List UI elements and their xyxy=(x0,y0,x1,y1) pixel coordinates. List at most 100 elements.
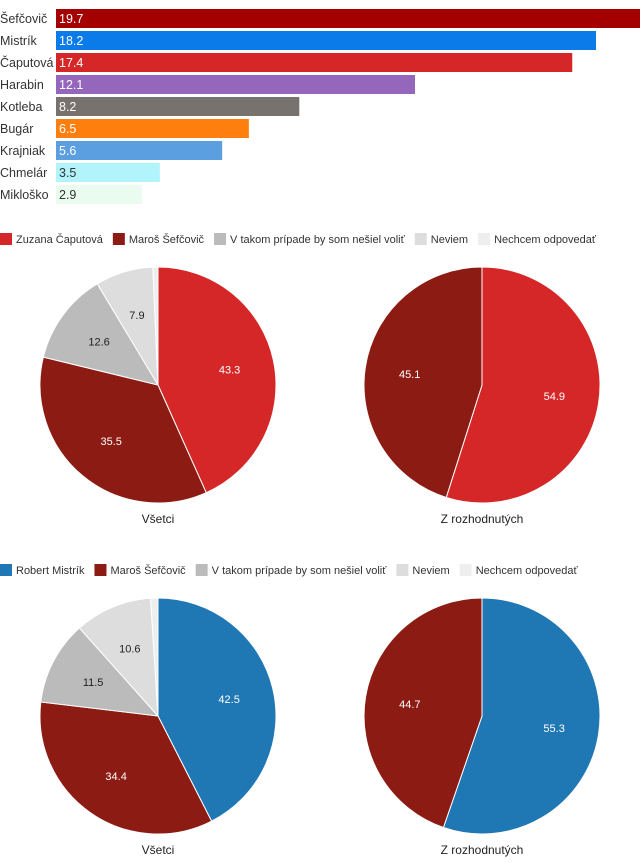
bar xyxy=(56,185,143,204)
legend-item: Zuzana Čaputová xyxy=(0,233,104,246)
bar-group: Harabin 12.1 xyxy=(0,75,416,94)
pie-slice xyxy=(445,266,601,504)
legend-item: V takom prípade by som nešiel voliť xyxy=(214,233,406,246)
pie-title: Z rozhodnutých xyxy=(441,512,524,526)
pie-title: Všetci xyxy=(142,843,175,857)
legend-label: V takom prípade by som nešiel voliť xyxy=(212,565,388,577)
pie: 42.5 34.4 11.5 10.6 Všetci xyxy=(39,597,277,857)
bar xyxy=(56,9,640,28)
pie: 54.9 45.1 Z rozhodnutých xyxy=(363,266,601,526)
bar-value-label: 17.4 xyxy=(59,56,83,70)
pie-slice-label: 45.1 xyxy=(399,369,420,381)
bar-value-label: 19.7 xyxy=(59,12,83,26)
legend-label: Neviem xyxy=(431,234,468,246)
legend-swatch xyxy=(478,233,491,245)
bar-category-label: Čaputová xyxy=(0,55,54,70)
bar-value-label: 8.2 xyxy=(59,100,76,114)
legend-label: Nechcem odpovedať xyxy=(476,565,579,577)
pie-slice-label: 54.9 xyxy=(544,391,565,403)
bar-group: Kotleba 8.2 xyxy=(0,97,300,116)
bar-value-label: 12.1 xyxy=(59,78,83,92)
bar-category-label: Mistrík xyxy=(0,34,38,48)
legend-label: Neviem xyxy=(412,565,449,577)
bar-value-label: 18.2 xyxy=(59,34,83,48)
legend-label: Nechcem odpovedať xyxy=(494,234,597,246)
pie-slice-label: 34.4 xyxy=(105,771,126,783)
bar-value-label: 3.5 xyxy=(59,166,76,180)
legend-label: Maroš Šefčovič xyxy=(129,233,205,246)
pie-slice xyxy=(442,597,601,835)
legend-label: V takom prípade by som nešiel voliť xyxy=(230,234,406,246)
pie-slice xyxy=(40,627,160,717)
bar xyxy=(56,53,573,72)
pie-slice xyxy=(152,266,159,386)
legend: Robert Mistrík Maroš Šefčovič V takom príp… xyxy=(0,564,579,577)
pie-slice xyxy=(39,356,207,504)
pie-slice xyxy=(42,283,160,386)
pie-title: Všetci xyxy=(142,512,175,526)
pie-slice-label: 43.3 xyxy=(219,365,240,377)
legend-item: Neviem xyxy=(396,564,450,577)
legend-swatch xyxy=(214,233,227,245)
bar xyxy=(56,141,223,160)
legend-swatch xyxy=(112,233,125,245)
pie-slice xyxy=(150,597,159,717)
bar-group: Chmelár 3.5 xyxy=(0,163,160,182)
bar-group: Mikloško 2.9 xyxy=(0,185,143,204)
pie-slice-label: 42.5 xyxy=(218,694,239,706)
bar-category-label: Kotleba xyxy=(0,100,42,114)
bar-category-label: Chmelár xyxy=(0,166,47,180)
bar xyxy=(56,163,160,182)
pie-slice-label: 10.6 xyxy=(119,643,140,655)
bar-group: Šefčovič 19.7 xyxy=(0,9,640,28)
legend: Zuzana Čaputová Maroš Šefčovič V takom prí… xyxy=(0,233,597,246)
bar-group: Čaputová 17.4 xyxy=(0,53,573,72)
legend-label: Maroš Šefčovič xyxy=(110,564,186,577)
bar-category-label: Bugár xyxy=(0,122,33,136)
legend-item: Maroš Šefčovič xyxy=(94,564,186,577)
pie-title: Z rozhodnutých xyxy=(441,843,524,857)
pie-slice xyxy=(157,597,277,822)
pie: 43.3 35.5 12.6 7.9 Všetci xyxy=(39,266,277,526)
legend-swatch xyxy=(414,233,427,245)
legend-swatch xyxy=(94,564,107,576)
pie-slice xyxy=(157,266,277,494)
bar xyxy=(56,31,596,50)
legend-item: Nechcem odpovedať xyxy=(459,564,579,577)
bar xyxy=(56,97,300,116)
legend-swatch xyxy=(459,564,472,576)
bar-value-label: 6.5 xyxy=(59,122,76,136)
bar-group: Krajniak 5.6 xyxy=(0,141,223,160)
bar-category-label: Krajniak xyxy=(0,144,46,158)
pie: 55.3 44.7 Z rozhodnutých xyxy=(363,597,601,857)
bar-value-label: 2.9 xyxy=(59,188,76,202)
legend-item: Neviem xyxy=(414,233,468,246)
legend-swatch xyxy=(0,564,12,576)
legend-swatch xyxy=(396,564,409,576)
bar-category-label: Šefčovič xyxy=(0,11,47,26)
pie-slice-label: 55.3 xyxy=(543,723,564,735)
pie-slice xyxy=(363,266,483,499)
legend-swatch xyxy=(0,233,12,245)
bar-group: Bugár 6.5 xyxy=(0,119,249,138)
pie-slice-label: 44.7 xyxy=(399,699,420,711)
legend-item: Robert Mistrík xyxy=(0,564,85,577)
pie-slice-label: 7.9 xyxy=(129,310,144,322)
bar xyxy=(56,119,249,138)
pie-slice xyxy=(39,701,213,835)
pie-slice xyxy=(363,597,483,829)
legend-label: Zuzana Čaputová xyxy=(16,233,104,246)
pie-slice-label: 12.6 xyxy=(88,337,109,349)
legend-item: V takom prípade by som nešiel voliť xyxy=(195,564,388,577)
pie-slice-label: 11.5 xyxy=(83,677,104,689)
legend-item: Nechcem odpovedať xyxy=(478,233,597,246)
pie-slice-label: 35.5 xyxy=(100,436,121,448)
bar-category-label: Harabin xyxy=(0,78,44,92)
bar-value-label: 5.6 xyxy=(59,144,76,158)
bar-group: Mistrík 18.2 xyxy=(0,31,596,50)
bar-category-label: Mikloško xyxy=(0,188,49,202)
pie-slice xyxy=(78,597,159,718)
bar xyxy=(56,75,416,94)
legend-item: Maroš Šefčovič xyxy=(112,233,205,246)
